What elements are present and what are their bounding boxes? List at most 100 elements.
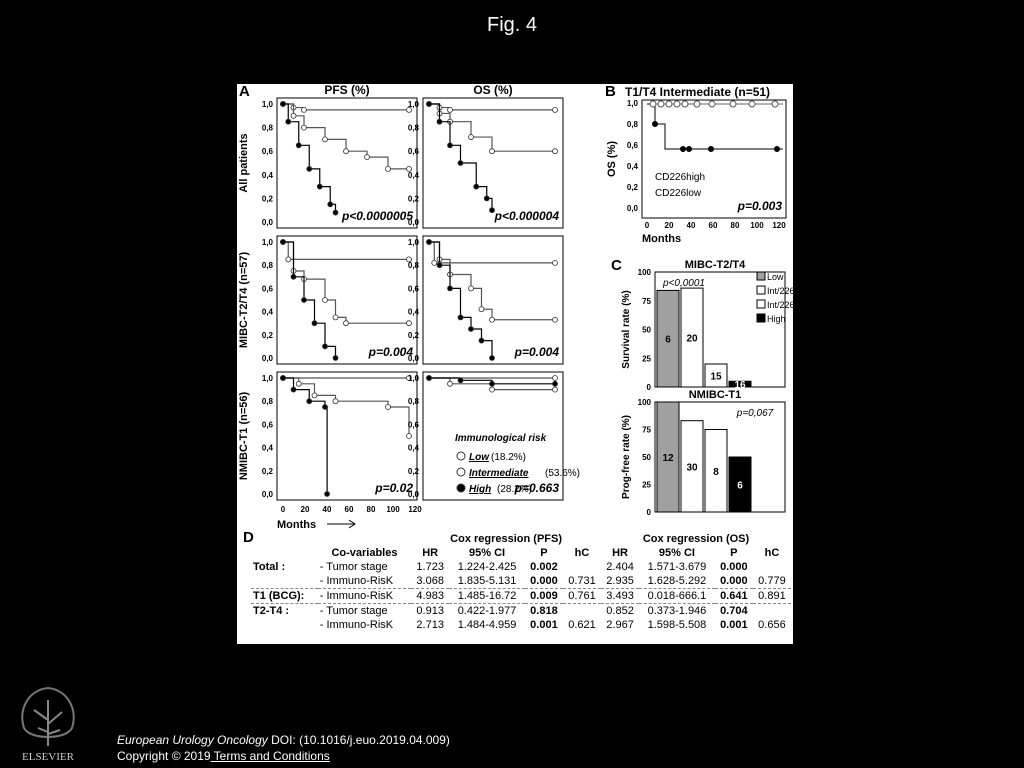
- censor-mark: [489, 380, 495, 387]
- y-axis-label: OS (%): [606, 141, 618, 177]
- y-tick-label: 1,0: [627, 99, 639, 108]
- y-tick-label: 0,8: [627, 120, 639, 129]
- y-tick-label: 0,4: [262, 308, 274, 317]
- km-curve: [283, 241, 337, 358]
- p-value-label: p=0.004: [368, 345, 414, 359]
- y-tick-label: 0,8: [408, 397, 420, 406]
- censor-mark: [447, 380, 453, 387]
- censor-mark: [306, 398, 313, 405]
- censor-mark: [680, 146, 686, 152]
- legend-label: Int/226h: [767, 286, 793, 296]
- table-cell: 0.731: [568, 575, 596, 587]
- censor-mark: [311, 392, 318, 399]
- censor-mark: [426, 101, 432, 107]
- panel-b-frame: [641, 99, 787, 219]
- censor-mark: [771, 100, 779, 108]
- plot-title: OS (%): [473, 84, 512, 97]
- legend-label: High: [767, 314, 786, 324]
- row-label: All patients: [238, 133, 250, 192]
- censor-mark: [295, 142, 302, 149]
- censor-mark: [468, 326, 474, 332]
- journal-citation: European Urology Oncology DOI: (10.1016/…: [117, 733, 450, 747]
- bar-data-label: 16: [734, 380, 746, 391]
- censor-mark: [332, 209, 339, 216]
- table-row: - Immuno-RisK 2.713 1.484-4.959 0.001 0.621 2…: [251, 618, 791, 632]
- p-value-label: p<0,0001: [662, 278, 705, 289]
- censor-mark: [457, 377, 464, 384]
- table-cell: 0.422-1.977: [449, 603, 525, 618]
- bar-data-label: 15: [710, 372, 722, 383]
- table-column-header: 95% CI: [469, 547, 506, 559]
- y-tick-label: 0,2: [262, 194, 274, 203]
- y-tick-label: 0,8: [262, 397, 274, 406]
- table-cell: 1.571-3.679: [647, 561, 707, 573]
- censor-mark: [295, 380, 302, 387]
- row-label: NMIBC-T1 (n=56): [238, 392, 250, 481]
- legend-label: Low: [767, 272, 784, 282]
- km-plot-frame: [422, 235, 564, 365]
- table-column-header: Co-variables: [331, 547, 398, 559]
- table-column-header: P: [730, 547, 738, 559]
- censor-mark: [489, 148, 495, 155]
- y-tick-label: 50: [642, 453, 651, 462]
- y-tick-label: 1,0: [262, 238, 274, 247]
- y-tick-label: 75: [642, 297, 651, 306]
- figure-title: Fig. 4: [486, 14, 538, 36]
- censor-mark: [708, 146, 714, 152]
- km-plot-frame: [276, 235, 418, 365]
- table-cell: 0.704: [714, 603, 753, 618]
- censor-mark: [385, 404, 391, 410]
- km-plot-frame: [422, 371, 564, 501]
- p-value-label: p=0.02: [374, 481, 413, 495]
- publisher-name: ELSEVIER: [22, 751, 75, 763]
- censor-mark: [473, 183, 480, 190]
- y-tick-label: 25: [642, 481, 651, 490]
- censor-mark: [431, 259, 438, 266]
- table-column-header: P: [540, 547, 548, 559]
- y-tick-label: 1,0: [408, 238, 420, 247]
- legend-label: Int/226L: [767, 300, 793, 310]
- table-cell: [752, 603, 791, 618]
- y-tick-label: 0,8: [262, 261, 274, 270]
- table-cell: 1.628-5.292: [647, 575, 707, 587]
- censor-mark: [311, 320, 318, 327]
- row-label: MIBC-T2/T4 (n=57): [238, 252, 250, 349]
- censor-mark: [406, 106, 412, 113]
- table-row: - Immuno-RisK 3.068 1.835-5.131 0.000 0.731 2…: [251, 574, 791, 589]
- table-cell: - Tumor stage: [317, 603, 412, 618]
- table-cell: 0.002: [530, 561, 558, 573]
- censor-mark: [649, 100, 657, 108]
- table-row: Total : - Tumor stage 1.723 1.224-2.425 0.00…: [251, 560, 791, 574]
- y-tick-label: 1,0: [262, 374, 274, 383]
- y-tick-label: 0,4: [627, 162, 639, 171]
- censor-mark: [280, 375, 286, 381]
- legend-swatch: [756, 299, 766, 309]
- table-cell: 0.000: [530, 575, 558, 587]
- censor-mark: [708, 100, 716, 108]
- x-tick-label: 20: [301, 505, 310, 514]
- x-tick-label: 40: [323, 505, 332, 514]
- y-tick-label: 0,2: [408, 194, 420, 203]
- terms-link[interactable]: Terms and Conditions: [210, 749, 330, 763]
- y-tick-label: 0,6: [408, 420, 420, 429]
- bar-chart-title: NMIBC-T1: [689, 389, 742, 401]
- panel-b-title: T1/T4 Intermediate (n=51): [625, 85, 770, 99]
- censor-mark: [552, 386, 558, 393]
- panel-c-label: C: [611, 257, 622, 274]
- y-tick-label: 0,4: [408, 171, 420, 180]
- y-tick-label: 75: [642, 426, 651, 435]
- table-cell: 3.493: [601, 588, 640, 604]
- censor-mark: [406, 166, 412, 172]
- censor-mark: [426, 239, 432, 245]
- x-tick-label: 100: [386, 505, 400, 514]
- table-cell: Total :: [253, 561, 286, 573]
- y-tick-label: 0,6: [408, 284, 420, 293]
- censor-mark: [332, 314, 339, 321]
- table-column-header: 95% CI: [658, 547, 695, 559]
- bar: [728, 380, 752, 388]
- table-cell: 4.983: [411, 588, 450, 604]
- y-tick-label: 25: [642, 354, 651, 363]
- legend-marker: [456, 467, 466, 477]
- y-tick-label: 0,0: [408, 490, 420, 499]
